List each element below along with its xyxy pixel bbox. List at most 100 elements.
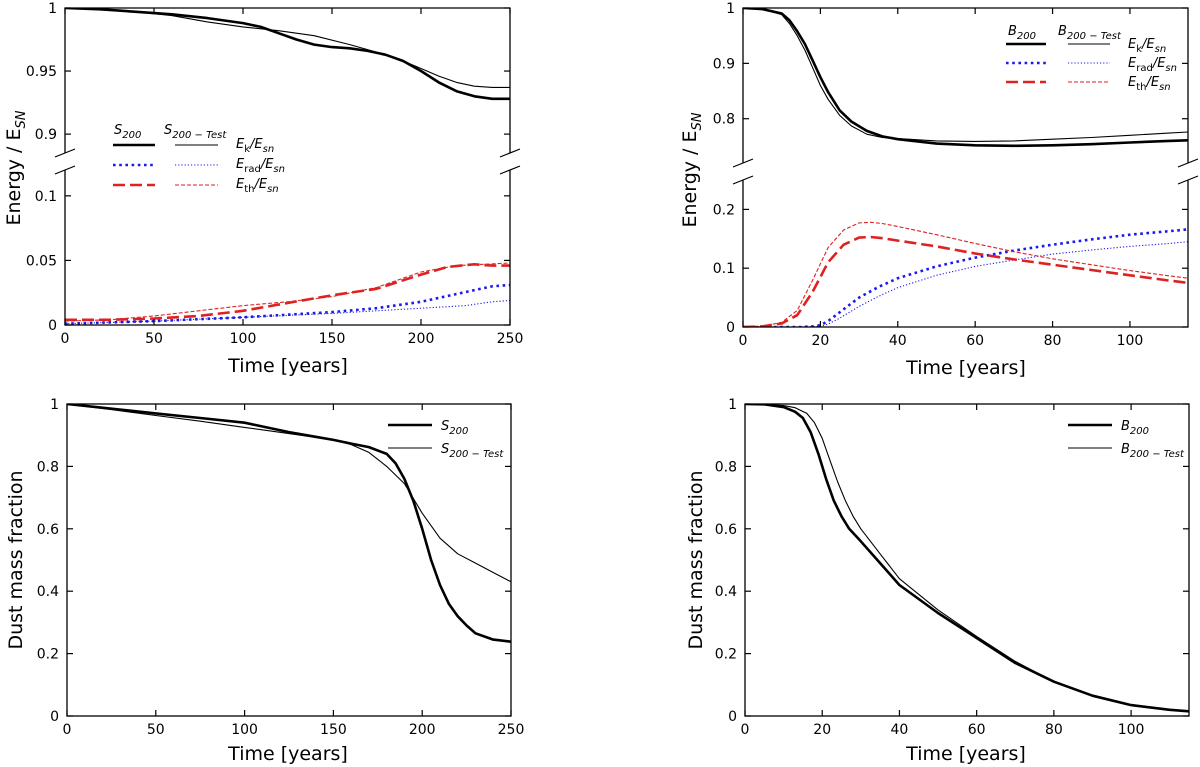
x-tick-label: 0 [739,333,748,349]
axis-break-mark [732,158,754,168]
x-axis-label: Time [years] [905,357,1026,379]
x-tick-label: 150 [320,722,347,738]
y-tick-label: 1 [50,397,59,413]
y-tick-label: 1 [48,1,57,17]
legend: S200 S200 − Test Ek/Esn Erad/Esn Eth/Esn [113,123,285,195]
series-b200-test [745,404,1189,712]
y-tick-label: 0.1 [713,261,735,277]
series-s200-e-rad-e-sn [65,283,510,325]
series-s200-e-k-e-sn [65,8,510,101]
y-tick-label: 0.8 [37,459,59,475]
y-tick-label: 0.6 [715,522,737,538]
y-tick-label: 1 [726,1,735,17]
x-tick-label: 20 [813,722,831,738]
x-tick-label: 0 [63,722,72,738]
y-axis-label: Dust mass fraction [5,470,27,649]
axis-break-mark [54,165,76,175]
legend: B200 B200 − Test Ek/Esn Erad/Esn Eth/Esn [1006,24,1177,93]
lower-axes-frame [742,180,1189,328]
series-s200 [67,404,511,643]
y-tick-label: 0.4 [37,584,59,600]
x-tick-label: 60 [966,333,984,349]
y-tick-label: 0.6 [37,522,59,538]
y-tick-label: 0.95 [26,64,57,80]
y-tick-label: 0.8 [715,459,737,475]
y-tick-label: 0 [50,709,59,725]
y-tick-label: 0.9 [35,127,57,143]
x-tick-label: 100 [230,331,257,347]
axis-break-mark [499,165,521,175]
upper-axes-frame [64,7,511,153]
legend-header-s200: S200 [114,123,141,141]
x-axis-label: Time [years] [227,355,348,377]
y-axis-label: Dust mass fraction [685,470,707,649]
legend-label-ek: Ek/Esn [236,137,274,155]
y-tick-label: 0.8 [713,112,735,128]
x-tick-label: 80 [1044,333,1062,349]
y-tick-label: 0 [48,318,57,334]
y-tick-label: 0 [728,709,737,725]
series-b200-test-e-th-e-sn [743,221,1188,327]
y-tick-label: 0.2 [713,202,735,218]
x-tick-label: 20 [811,333,829,349]
dust-s200-panel: Time [years] Dust mass fraction S200 S20… [5,397,524,765]
series-b200-e-rad-e-sn [743,228,1188,327]
legend-label-erad: Erad/Esn [1128,56,1177,74]
axis-break-mark [54,148,76,158]
y-tick-label: 0 [726,320,735,336]
x-tick-label: 150 [319,331,346,347]
x-tick-label: 60 [968,722,986,738]
y-tick-label: 0.4 [715,584,737,600]
series-s200-test-e-th-e-sn [65,262,510,322]
y-axis-label: Energy / ESN [3,110,29,225]
x-tick-label: 250 [498,722,525,738]
y-tick-label: 0.2 [715,647,737,663]
legend-label-erad: Erad/Esn [236,157,285,175]
axis-break-mark [1177,158,1199,168]
y-tick-label: 1 [728,397,737,413]
y-tick-label: 0.2 [37,647,59,663]
x-tick-label: 50 [147,722,165,738]
series-s200-test [67,404,511,583]
legend-header-b200: B200 [1008,24,1036,42]
y-tick-label: 0.05 [26,253,57,269]
x-tick-label: 200 [409,722,436,738]
legend-header-s200-test: S200 − Test [164,123,227,141]
legend: S200 S200 − Test [388,419,504,460]
upper-axes-frame [742,7,1189,163]
x-tick-label: 100 [1117,333,1144,349]
x-tick-label: 80 [1045,722,1063,738]
legend-header-b200-test: B200 − Test [1058,24,1122,42]
series-s200-e-th-e-sn [65,262,510,322]
lower-axes-frame [64,170,511,326]
x-tick-label: 0 [741,722,750,738]
x-tick-label: 100 [1118,722,1145,738]
x-tick-label: 250 [497,331,524,347]
x-tick-label: 0 [61,331,70,347]
series-b200-e-k-e-sn [743,8,1188,148]
axes-frame [744,403,1190,717]
legend-label-b200: B200 [1121,419,1149,437]
axes-frame [66,403,512,717]
series-b200-e-th-e-sn [743,235,1188,327]
y-tick-label: 0.1 [35,189,57,205]
energy-b200-panel: Time [years] Energy / ESN B200 B200 − Te… [679,1,1199,379]
y-axis-label: Energy / ESN [679,112,705,227]
y-tick-label: 0.9 [713,56,735,72]
axis-break-mark [1177,175,1199,185]
legend-label-ek: Ek/Esn [1128,37,1166,55]
legend-label-b200-test: B200 − Test [1121,442,1185,460]
x-tick-label: 200 [408,331,435,347]
legend-label-eth: Eth/Esn [236,177,279,195]
energy-s200-panel: Time [years] Energy / ESN S200 S200 − Te… [3,1,523,377]
legend-label-s200-test: S200 − Test [441,442,504,460]
series-b200-test-e-rad-e-sn [743,241,1188,327]
legend-label-s200: S200 [441,419,468,437]
series-b200-test-e-k-e-sn [743,8,1188,142]
x-axis-label: Time [years] [227,743,348,765]
x-tick-label: 40 [889,333,907,349]
series-s200-test-e-rad-e-sn [65,299,510,325]
legend: B200 B200 − Test [1068,419,1185,460]
x-tick-label: 100 [231,722,258,738]
